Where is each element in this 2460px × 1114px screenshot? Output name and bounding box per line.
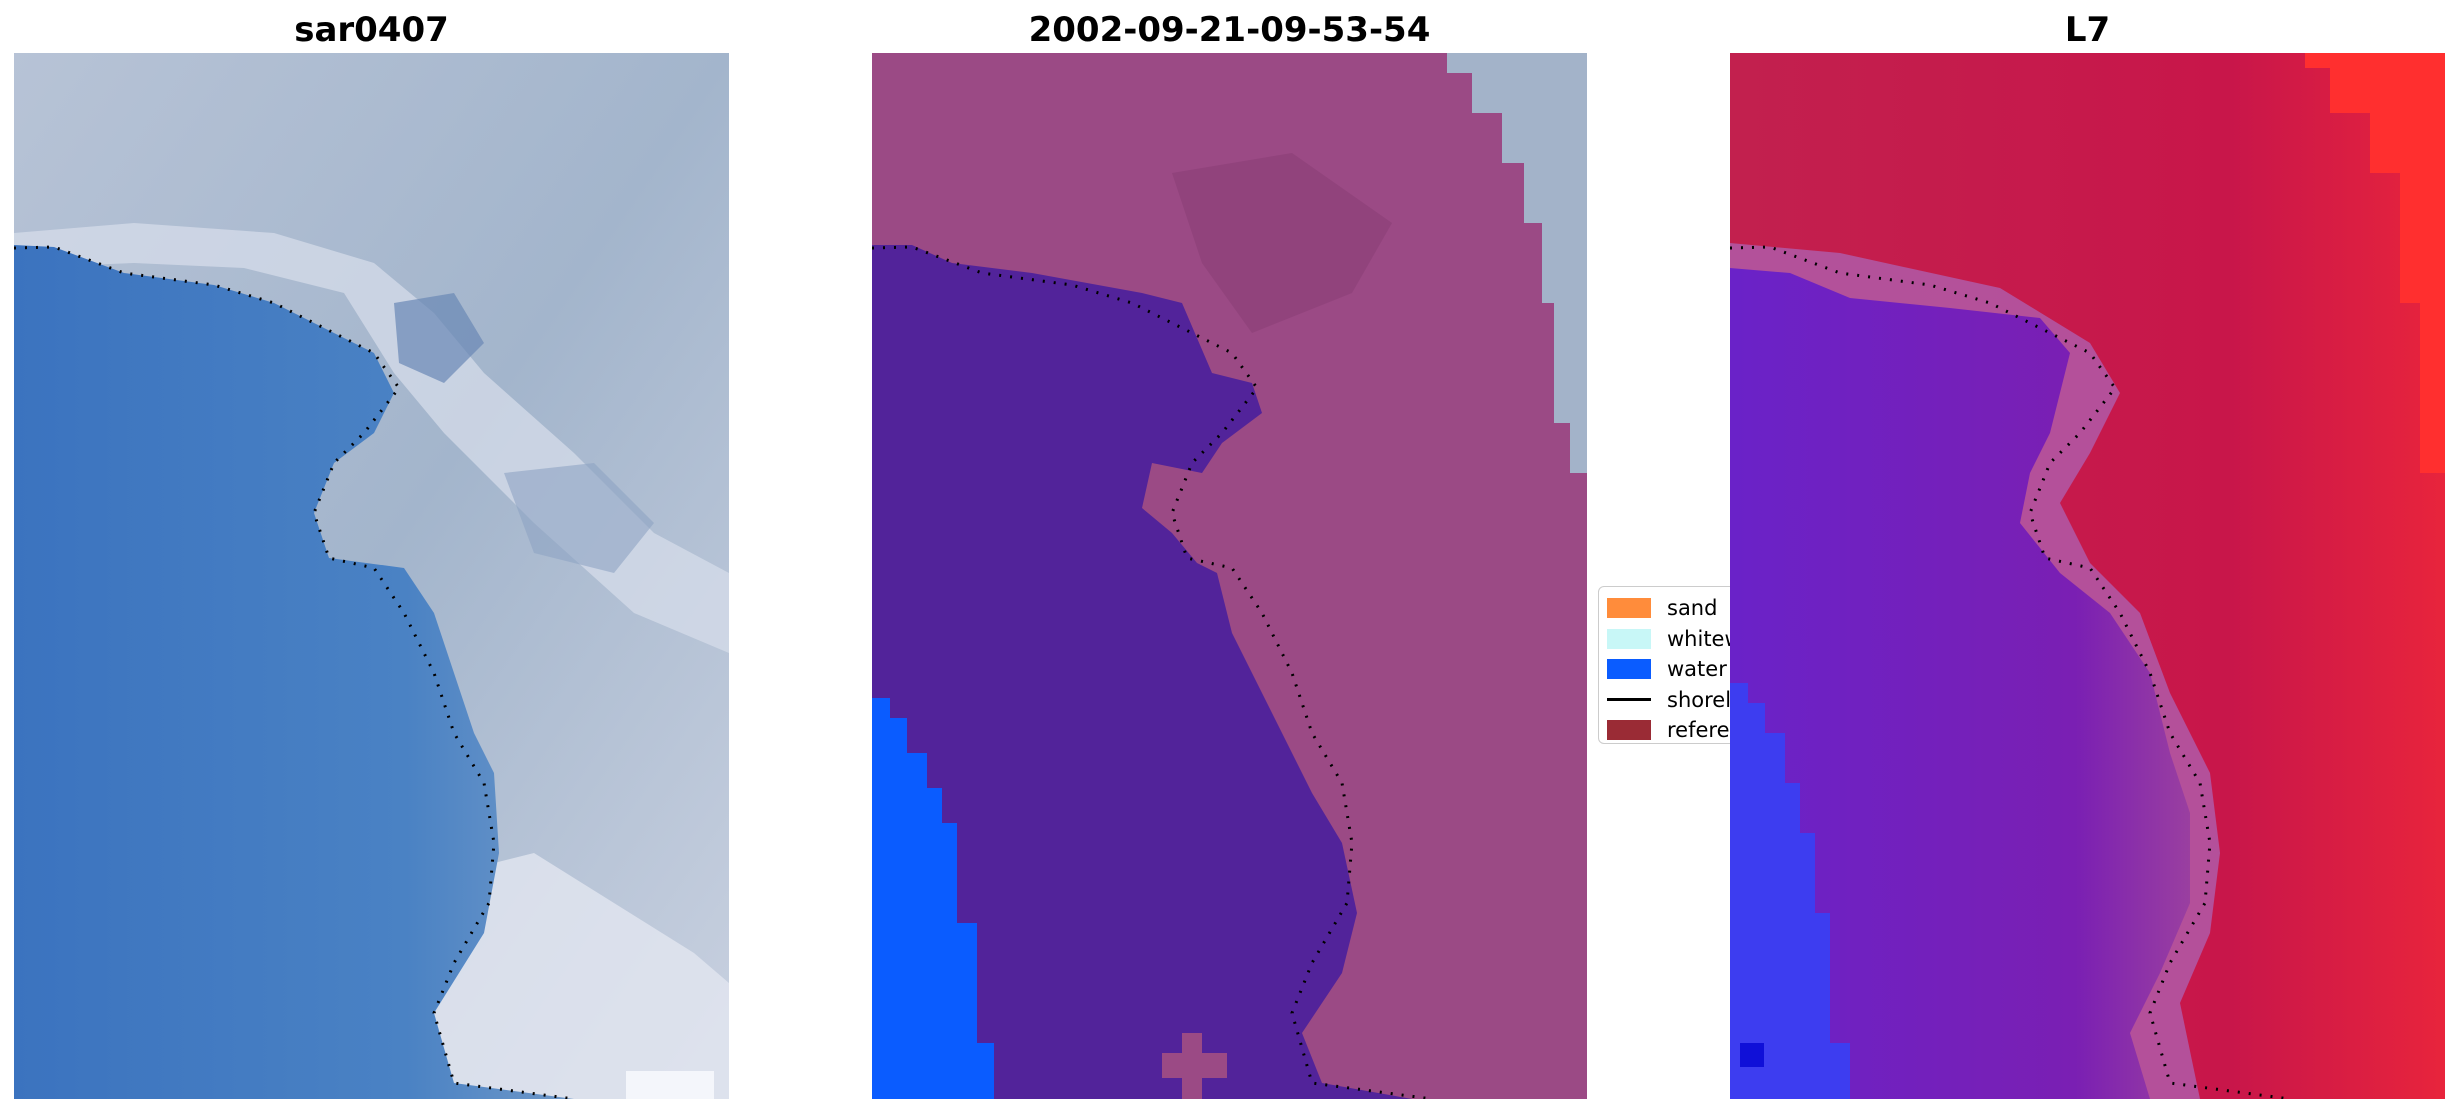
rgb-dark-patch — [394, 293, 484, 383]
panel-title-classified: 2002-09-21-09-53-54 — [1028, 10, 1431, 50]
legend-label-sand: sand — [1667, 596, 1718, 621]
l7-image-panel — [1730, 53, 2445, 1099]
class-water — [872, 245, 1412, 1099]
l7-dark-blue-spot — [1740, 1043, 1764, 1067]
legend-item-reference: reference — [1607, 715, 1767, 746]
classified-image — [872, 53, 1587, 1099]
rgb-water — [14, 245, 574, 1099]
legend-swatch-sand — [1607, 598, 1651, 619]
rgb-shoreline — [14, 245, 575, 1099]
rgb-bright-lower — [414, 853, 729, 1099]
l7-bright-red — [2305, 53, 2445, 473]
rgb-bright-band — [14, 223, 729, 653]
rgb-image-panel — [14, 53, 729, 1099]
legend-swatch-whitewater — [1607, 628, 1651, 649]
l7-blue — [1730, 683, 1850, 1099]
rgb-dark-patch-2 — [504, 463, 654, 573]
legend-item-whitewater: whitewater — [1607, 624, 1784, 655]
legend-line-shoreline — [1607, 698, 1651, 702]
legend-item-shoreline: shoreline — [1607, 685, 1763, 716]
class-sky — [1447, 53, 1587, 473]
rgb-image — [14, 53, 729, 1099]
legend-swatch-reference — [1607, 720, 1651, 741]
legend-swatch-water — [1607, 659, 1651, 680]
panel-title-l7: L7 — [2064, 10, 2111, 50]
class-sea — [872, 698, 994, 1099]
class-land-dark — [1172, 153, 1392, 333]
legend: sand whitewater water shoreline referenc… — [1598, 586, 1784, 746]
legend-item-sand: sand — [1607, 593, 1737, 624]
l7-purple — [1730, 268, 2190, 1099]
rgb-white-spot — [626, 1071, 714, 1099]
legend-label-water: water — [1667, 657, 1727, 682]
class-small-patch — [1162, 1033, 1227, 1099]
classified-image-panel — [872, 53, 1587, 1099]
classified-shoreline — [872, 245, 1433, 1099]
l7-image — [1730, 53, 2445, 1099]
l7-shoreline — [1730, 245, 2291, 1099]
panel-title-rgb: sar0407 — [294, 10, 449, 50]
legend-item-water: water — [1607, 654, 1737, 685]
